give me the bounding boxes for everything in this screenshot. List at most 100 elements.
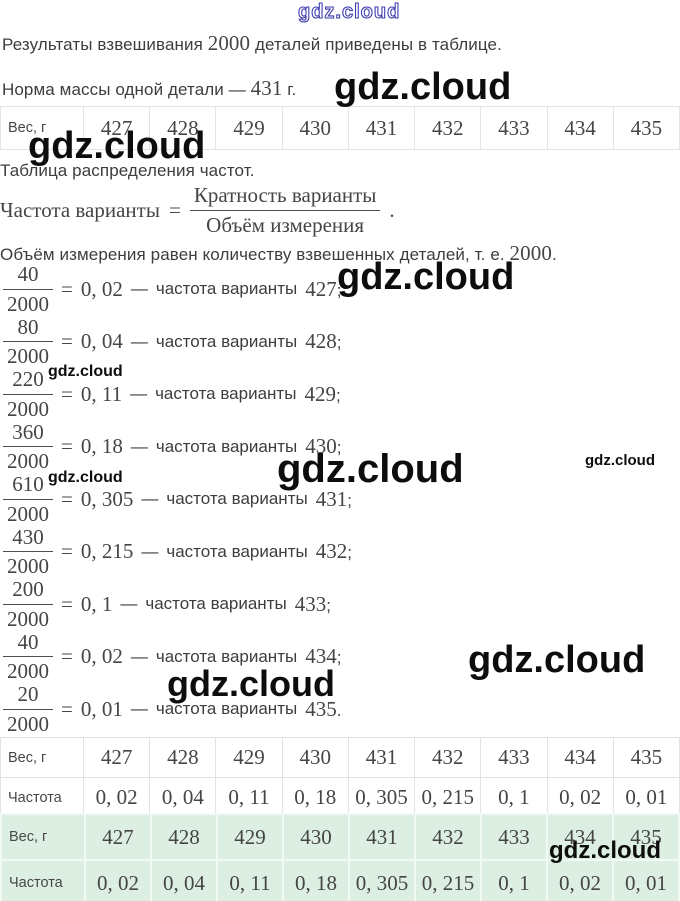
em-dash: — (130, 699, 148, 719)
weight-value: 428 (305, 329, 337, 354)
equals-sign: = (61, 539, 73, 564)
em-dash: — (141, 489, 159, 509)
frequency-value: 0, 305 (80, 486, 134, 511)
problem-statement: Результаты взвешивания 2000 деталей прив… (2, 31, 502, 56)
fraction-denominator: 2000 (3, 341, 53, 368)
weight-cell: 435 (612, 813, 680, 861)
weight-cell: 432 (414, 737, 482, 778)
frequency-value: 0, 01 (80, 696, 123, 721)
frequency-label: частота варианты (155, 436, 298, 456)
frequency-label: частота варианты (155, 699, 298, 719)
frequency-value: 0, 02 (80, 644, 123, 669)
norm-weight: 431 (250, 76, 283, 100)
site-watermark: gdz.cloud (468, 639, 646, 681)
fraction-denominator: 2000 (3, 498, 53, 526)
formula-lhs: Частота варианты (0, 197, 160, 222)
punctuation: . (336, 700, 342, 720)
frequency-line: 430 2000 = 0, 215 — частота варианты 432… (3, 524, 680, 579)
volume-period: . (551, 245, 557, 264)
fraction-denominator: 2000 (3, 393, 53, 421)
frequency-line: 80 2000 = 0, 04 — частота варианты 428; (3, 314, 680, 369)
frequency-value: 0, 18 (80, 434, 123, 459)
fraction-numerator: 200 (12, 577, 44, 602)
site-watermark: gdz.cloud (48, 469, 123, 486)
weight-value: 427 (305, 276, 337, 301)
weights-table: Вес, г 427 428 429 430 431 432 433 434 4… (0, 106, 680, 150)
fraction-numerator: 610 (12, 472, 44, 497)
frequency-line: 220 2000 = 0, 11 — частота варианты 429; (3, 368, 680, 421)
weight-value: 433 (294, 591, 327, 616)
frequency-value: 0, 11 (80, 381, 123, 406)
weight-cell: 435 (612, 737, 680, 778)
weight-cell: 429 (216, 813, 284, 861)
frequency-cell: 0, 02 (82, 777, 151, 818)
frequency-value: 0, 02 (80, 276, 123, 301)
norm-statement: Норма массы одной детали — 431 г. (2, 76, 296, 101)
equals-sign: = (61, 644, 73, 669)
frequency-label: частота варианты (155, 646, 298, 666)
site-watermark: gdz.cloud (48, 363, 123, 380)
frequency-fraction: 200 2000 (3, 578, 53, 630)
formula-period: . (389, 197, 395, 222)
frequency-cell: 0, 1 (480, 859, 548, 901)
weight-cell: 429 (215, 737, 283, 778)
frequency-fraction: 20 2000 (3, 683, 53, 735)
weight-cell: 432 (414, 106, 482, 150)
fraction-denominator: 2000 (3, 656, 53, 683)
frequency-cell: 0, 11 (216, 859, 284, 901)
frequency-line: 20 2000 = 0, 01 — частота варианты 435. (3, 683, 680, 736)
frequency-cell: 0, 305 (347, 777, 416, 818)
equals-sign: = (61, 591, 73, 616)
equals-sign: = (61, 381, 73, 406)
em-dash: — (130, 331, 148, 351)
frequency-fraction: 430 2000 (3, 524, 53, 578)
weight-cell: 428 (149, 737, 217, 778)
frequency-label: частота варианты (155, 279, 298, 299)
fraction-numerator: 360 (12, 419, 44, 444)
frequency-cell: 0, 04 (149, 777, 217, 818)
punctuation: ; (336, 648, 342, 668)
frequency-table: Вес, г 427 428 429 430 431 432 433 434 4… (0, 737, 680, 818)
table-row: Частота 0, 02 0, 04 0, 11 0, 18 0, 305 0… (0, 859, 680, 901)
row-label: Вес, г (0, 813, 86, 861)
frequency-cell: 0, 11 (215, 777, 283, 818)
fraction-numerator: 220 (12, 367, 44, 392)
frequency-value: 0, 215 (80, 539, 134, 564)
equals-sign: = (168, 197, 181, 222)
punctuation: ; (336, 280, 342, 300)
frequency-cell: 0, 1 (480, 777, 548, 818)
norm-unit: г. (287, 80, 297, 99)
frequency-label: частота варианты (166, 489, 308, 509)
frequency-cell: 0, 01 (612, 859, 680, 901)
fraction-numerator: 430 (12, 524, 44, 549)
fraction-denominator: 2000 (3, 446, 53, 473)
punctuation: ; (336, 333, 342, 353)
weight-cell: 434 (546, 813, 614, 861)
fraction-denominator: 2000 (3, 603, 53, 631)
fraction-numerator: 20 (17, 682, 39, 707)
site-watermark: gdz.cloud (28, 125, 206, 167)
fraction-numerator: 40 (17, 629, 39, 654)
frequency-cell: 0, 305 (348, 859, 416, 901)
weight-cell: 434 (546, 737, 614, 778)
punctuation: ; (335, 385, 341, 405)
frequency-table-green: Вес, г 427 428 429 430 431 432 433 434 4… (0, 813, 680, 901)
row-label: Частота (0, 859, 86, 901)
site-watermark: gdz.cloud (277, 447, 464, 491)
site-watermark: gdz.cloud (167, 663, 335, 704)
site-watermark: gdz.cloud (337, 256, 515, 298)
fraction-numerator: 40 (17, 262, 39, 287)
weight-value: 430 (305, 434, 337, 459)
weight-value: 435 (305, 696, 337, 721)
site-watermark-outline: gdz.cloud (297, 1, 401, 23)
frequency-value: 0, 04 (80, 329, 123, 354)
weight-value: 434 (305, 644, 337, 669)
weight-cell: 431 (348, 813, 416, 861)
volume-note: Объём измерения равен количеству взвешен… (0, 241, 557, 266)
weight-cell: 431 (347, 106, 416, 150)
volume-text: Объём измерения равен количеству взвешен… (0, 245, 505, 264)
problem-text: деталей приведены в таблице. (254, 35, 502, 54)
weight-cell: 430 (281, 106, 349, 150)
fraction-numerator: 80 (17, 314, 39, 339)
